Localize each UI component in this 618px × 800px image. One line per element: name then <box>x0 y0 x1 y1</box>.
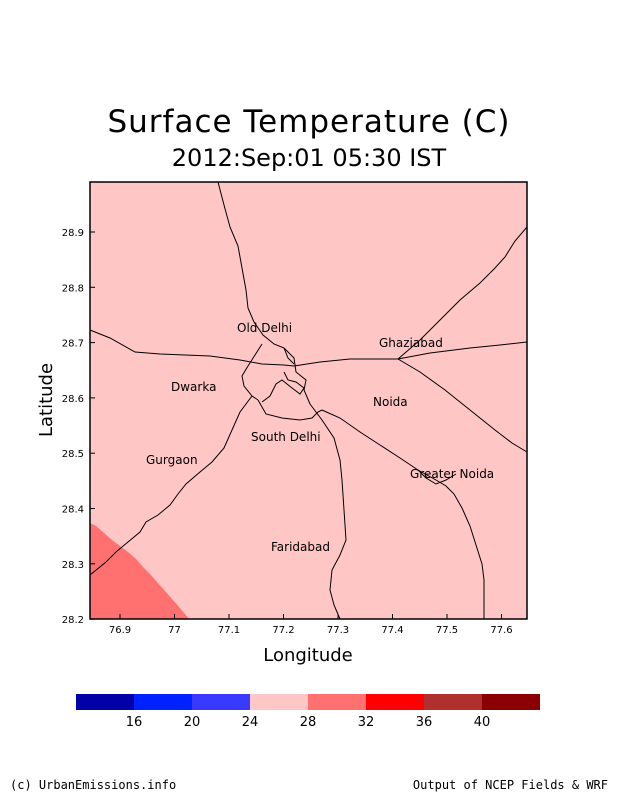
x-axis-ticks: 76.9 77 77.1 77.2 77.3 77.4 77.5 77.6 <box>109 614 513 636</box>
plot-frame <box>89 181 528 620</box>
x-axis-label: Longitude <box>263 645 353 666</box>
y-tick-label: 28.5 <box>62 449 84 460</box>
legend-color-box <box>134 694 192 710</box>
road-network <box>89 181 528 620</box>
legend-color-box <box>482 694 540 710</box>
legend-color-box <box>250 694 308 710</box>
legend-label: 16 <box>126 715 143 730</box>
place-label-old-delhi: Old Delhi <box>237 321 292 335</box>
x-tick-label: 77.6 <box>490 625 512 636</box>
road-east-to-ghaziabad <box>293 341 528 367</box>
y-tick-label: 28.4 <box>62 505 84 516</box>
ring-road-east <box>283 347 311 405</box>
road-south-central <box>309 403 347 620</box>
place-label-ghaziabad: Ghaziabad <box>379 336 443 350</box>
color-legend-labels: 16 20 24 28 32 36 40 <box>126 715 491 730</box>
legend-label: 40 <box>474 715 491 730</box>
y-axis-ticks: 28.9 28.8 28.7 28.6 28.5 28.4 28.3 28.2 <box>62 228 95 626</box>
road-noida-greater-noida <box>321 409 485 619</box>
road-west-to-delhi <box>89 329 295 367</box>
color-legend <box>76 694 540 710</box>
place-label-gurgaon: Gurgaon <box>146 453 198 467</box>
place-label-south-delhi: South Delhi <box>251 430 321 444</box>
x-tick-label: 77.2 <box>272 625 294 636</box>
legend-color-box <box>192 694 250 710</box>
y-tick-label: 28.3 <box>62 560 84 571</box>
place-labels: Old Delhi Ghaziabad Dwarka Noida South D… <box>146 321 494 554</box>
legend-label: 20 <box>184 715 201 730</box>
x-tick-label: 77.1 <box>218 625 240 636</box>
y-tick-label: 28.7 <box>62 339 84 350</box>
legend-color-box <box>308 694 366 710</box>
x-tick-label: 77 <box>168 625 181 636</box>
y-tick-label: 28.9 <box>62 228 84 239</box>
legend-label: 36 <box>416 715 433 730</box>
x-tick-label: 77.3 <box>327 625 349 636</box>
y-tick-label: 28.6 <box>62 394 84 405</box>
y-axis-label: Latitude <box>36 363 57 437</box>
map-subtitle: 2012:Sep:01 05:30 IST <box>171 144 447 172</box>
road-gurgaon <box>89 395 253 576</box>
copyright-footer: (c) UrbanEmissions.info <box>10 778 177 792</box>
road-greater-noida-spur <box>417 469 457 485</box>
warm-temperature-region <box>90 523 189 619</box>
y-tick-label: 28.2 <box>62 615 84 626</box>
place-label-dwarka: Dwarka <box>171 380 216 394</box>
y-tick-label: 28.8 <box>62 283 84 294</box>
x-tick-label: 77.4 <box>381 625 403 636</box>
road-ghaziabad-southeast <box>397 358 528 453</box>
legend-label: 32 <box>358 715 375 730</box>
legend-label: 24 <box>242 715 259 730</box>
place-label-greater-noida: Greater Noida <box>410 467 494 481</box>
legend-color-box <box>366 694 424 710</box>
x-tick-label: 76.9 <box>109 625 131 636</box>
ring-road-south <box>257 399 323 421</box>
road-northeast <box>397 226 528 360</box>
inner-ring <box>261 371 305 403</box>
x-tick-label: 77.5 <box>436 625 458 636</box>
place-label-faridabad: Faridabad <box>271 540 330 554</box>
legend-label: 28 <box>300 715 317 730</box>
place-label-noida: Noida <box>373 395 408 409</box>
legend-color-box <box>76 694 134 710</box>
source-footer: Output of NCEP Fields & WRF <box>412 778 608 792</box>
legend-color-box <box>424 694 482 710</box>
map-title: Surface Temperature (C) <box>107 104 511 140</box>
